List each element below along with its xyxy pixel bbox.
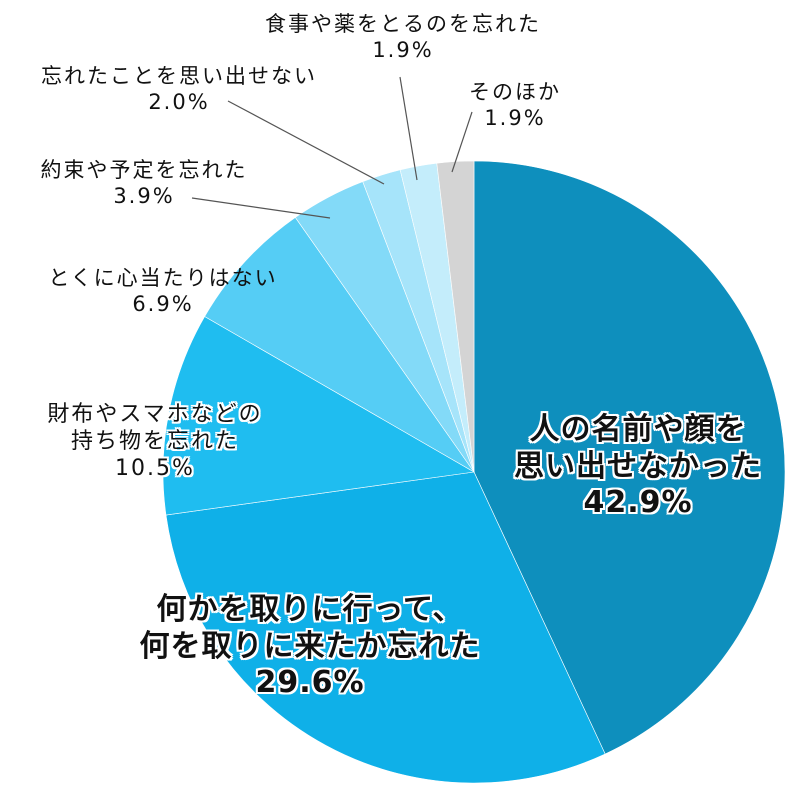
label-text: 何を取りに来たか忘れた	[139, 628, 481, 664]
label-forgot-belongings: 財布やスマホなどの 持ち物を忘れた 10.5%	[20, 402, 290, 482]
label-value: 42.9%	[583, 485, 693, 521]
label-text: 約束や予定を忘れた	[40, 158, 248, 182]
pie-slice	[204, 217, 475, 473]
pie-slice	[162, 316, 475, 516]
label-value: 29.6%	[255, 665, 365, 701]
label-text: 財布やスマホなどの	[47, 402, 263, 427]
label-text: 思い出せなかった	[514, 448, 762, 484]
label-value: 1.9%	[484, 105, 546, 130]
label-text: 食事や薬をとるのを忘れた	[265, 12, 541, 36]
leader-line	[227, 100, 385, 185]
label-no-idea: とくに心当たりはない 6.9%	[18, 266, 308, 317]
label-value: 3.9%	[113, 183, 175, 208]
leader-line	[451, 111, 473, 173]
pie-slice	[473, 160, 786, 755]
label-value: 6.9%	[132, 291, 194, 316]
label-value: 10.5%	[115, 455, 195, 481]
label-cant-recall-what-forgot: 忘れたことを思い出せない 2.0%	[4, 64, 354, 115]
label-text: 人の名前や顔を	[529, 412, 747, 447]
label-names-faces: 人の名前や顔を 思い出せなかった 42.9%	[498, 412, 778, 522]
leader-line	[191, 197, 331, 219]
leader-line	[399, 76, 418, 181]
label-value: 1.9%	[372, 37, 434, 62]
label-other: そのほか 1.9%	[450, 80, 580, 131]
label-text: 忘れたことを思い出せない	[41, 64, 317, 88]
label-text: そのほか	[469, 80, 561, 104]
label-value: 2.0%	[148, 89, 210, 114]
label-text: とくに心当たりはない	[48, 266, 278, 290]
label-forgot-appointments: 約束や予定を忘れた 3.9%	[14, 158, 274, 209]
label-forgot-why-came: 何かを取りに行って、 何を取りに来たか忘れた 29.6%	[110, 592, 510, 702]
label-text: 持ち物を忘れた	[70, 428, 239, 454]
label-text: 何かを取りに行って、	[156, 592, 464, 627]
label-forgot-meals-medicine: 食事や薬をとるのを忘れた 1.9%	[228, 12, 578, 63]
pie-slice	[165, 471, 606, 784]
